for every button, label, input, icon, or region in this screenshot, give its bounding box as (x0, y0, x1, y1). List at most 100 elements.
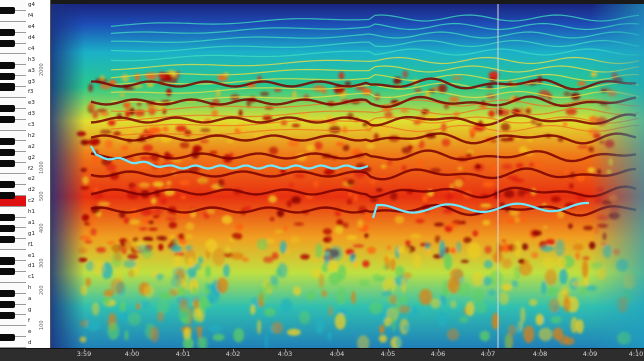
piano-black-key[interactable] (0, 105, 15, 113)
energy-cell-low (579, 284, 588, 295)
energy-cell-low (271, 321, 283, 334)
energy-cell-low (443, 253, 453, 271)
energy-cell-low (437, 312, 448, 326)
time-axis[interactable]: 3:59 4:00 4:01 4:02 4:03 4:04 4:05 4:06 4:07 4:08… (0, 348, 644, 361)
energy-cell (238, 109, 243, 117)
energy-cell-low (446, 328, 460, 341)
energy-cell (206, 208, 216, 214)
energy-cell-low (430, 298, 441, 309)
energy-cell (545, 239, 556, 245)
energy-cell-low (552, 327, 564, 341)
energy-cell (484, 245, 492, 254)
energy-cell-low (86, 318, 101, 331)
piano-key-f4[interactable] (0, 10, 26, 22)
energy-cell-low (449, 300, 457, 309)
piano-black-key[interactable] (0, 192, 15, 200)
piano-black-key[interactable] (0, 311, 15, 319)
piano-black-key[interactable] (0, 116, 15, 124)
piano-black-key[interactable] (0, 29, 15, 37)
spectrogram-view[interactable] (51, 4, 644, 348)
energy-cell (369, 197, 379, 203)
piano-black-key[interactable] (0, 137, 15, 145)
energy-cell (415, 218, 425, 224)
piano-key-f[interactable] (0, 315, 26, 327)
energy-cell (173, 251, 185, 257)
energy-cell (478, 105, 488, 109)
melody-contour-upper (90, 145, 369, 170)
piano-black-key[interactable] (0, 61, 15, 69)
frequency-label: 500 (39, 191, 45, 202)
energy-cell (183, 234, 193, 239)
note-label: a1 (28, 219, 35, 226)
piano-key-f1[interactable] (0, 239, 26, 251)
piano-black-key[interactable] (0, 333, 15, 341)
energy-cell-low (372, 274, 381, 282)
piano-key-c2[interactable] (0, 195, 26, 207)
piano-black-key[interactable] (0, 213, 15, 222)
piano-black-key[interactable] (0, 181, 15, 189)
piano-key-c1[interactable] (0, 271, 26, 283)
piano-black-key[interactable] (0, 300, 15, 309)
time-label: 4:06 (430, 350, 446, 358)
energy-cell-low (128, 269, 135, 278)
piano-key-f3[interactable] (0, 87, 26, 98)
energy-cell (501, 163, 513, 170)
piano-keyboard[interactable] (0, 0, 27, 348)
harmonic-line (110, 14, 640, 27)
note-label: c1 (28, 274, 35, 281)
energy-cell (338, 71, 345, 80)
energy-cell (390, 191, 398, 201)
energy-cell (148, 127, 158, 134)
harmonic-line (110, 56, 640, 71)
harmonic-band (90, 203, 637, 217)
energy-cell (125, 110, 130, 118)
piano-black-key[interactable] (0, 72, 15, 80)
energy-cell (500, 122, 511, 132)
energy-cell-low (489, 270, 503, 286)
energy-cell-low (120, 301, 126, 314)
piano-black-key[interactable] (0, 83, 15, 91)
energy-cell-low (177, 286, 187, 297)
energy-cell-low (467, 242, 481, 259)
piano-black-key[interactable] (0, 7, 15, 15)
energy-cell-low (335, 287, 348, 305)
harmonic-lines (90, 14, 640, 217)
piano-black-key[interactable] (0, 159, 15, 167)
energy-cell (426, 249, 431, 256)
time-label: 4:10 (628, 350, 644, 358)
piano-key-c4[interactable] (0, 43, 26, 55)
piano-key-c3[interactable] (0, 119, 26, 131)
energy-cell (88, 101, 96, 111)
energy-cell (126, 157, 134, 161)
note-label: e4 (28, 24, 35, 31)
energy-cell (160, 198, 167, 205)
energy-cell (235, 223, 243, 231)
piano-black-key[interactable] (0, 148, 15, 156)
note-label: e (28, 328, 32, 335)
right-fade (591, 4, 644, 348)
energy-cell (90, 228, 97, 236)
harmonic-band (90, 167, 637, 181)
energy-cell (92, 156, 99, 164)
piano-key-f2[interactable] (0, 163, 26, 174)
piano-black-key[interactable] (0, 268, 15, 276)
energy-cell (242, 257, 249, 262)
harmonic-band (90, 113, 637, 127)
piano-key-d[interactable] (0, 337, 26, 348)
energy-cell-low (326, 261, 339, 271)
piano-black-key[interactable] (0, 235, 15, 243)
piano-black-key[interactable] (0, 290, 15, 298)
note-label: e2 (28, 176, 35, 183)
time-tick (488, 349, 489, 352)
energy-cell (366, 142, 375, 149)
energy-cell-low (157, 311, 164, 322)
piano-black-key[interactable] (0, 224, 15, 232)
time-label: 4:00 (124, 350, 140, 358)
energy-cell-low (212, 333, 225, 341)
energy-cell-low (555, 239, 565, 257)
piano-black-key[interactable] (0, 257, 15, 265)
energy-cell (366, 246, 376, 254)
energy-cell (154, 207, 163, 216)
energy-cell (437, 84, 448, 93)
piano-black-key[interactable] (0, 39, 15, 48)
